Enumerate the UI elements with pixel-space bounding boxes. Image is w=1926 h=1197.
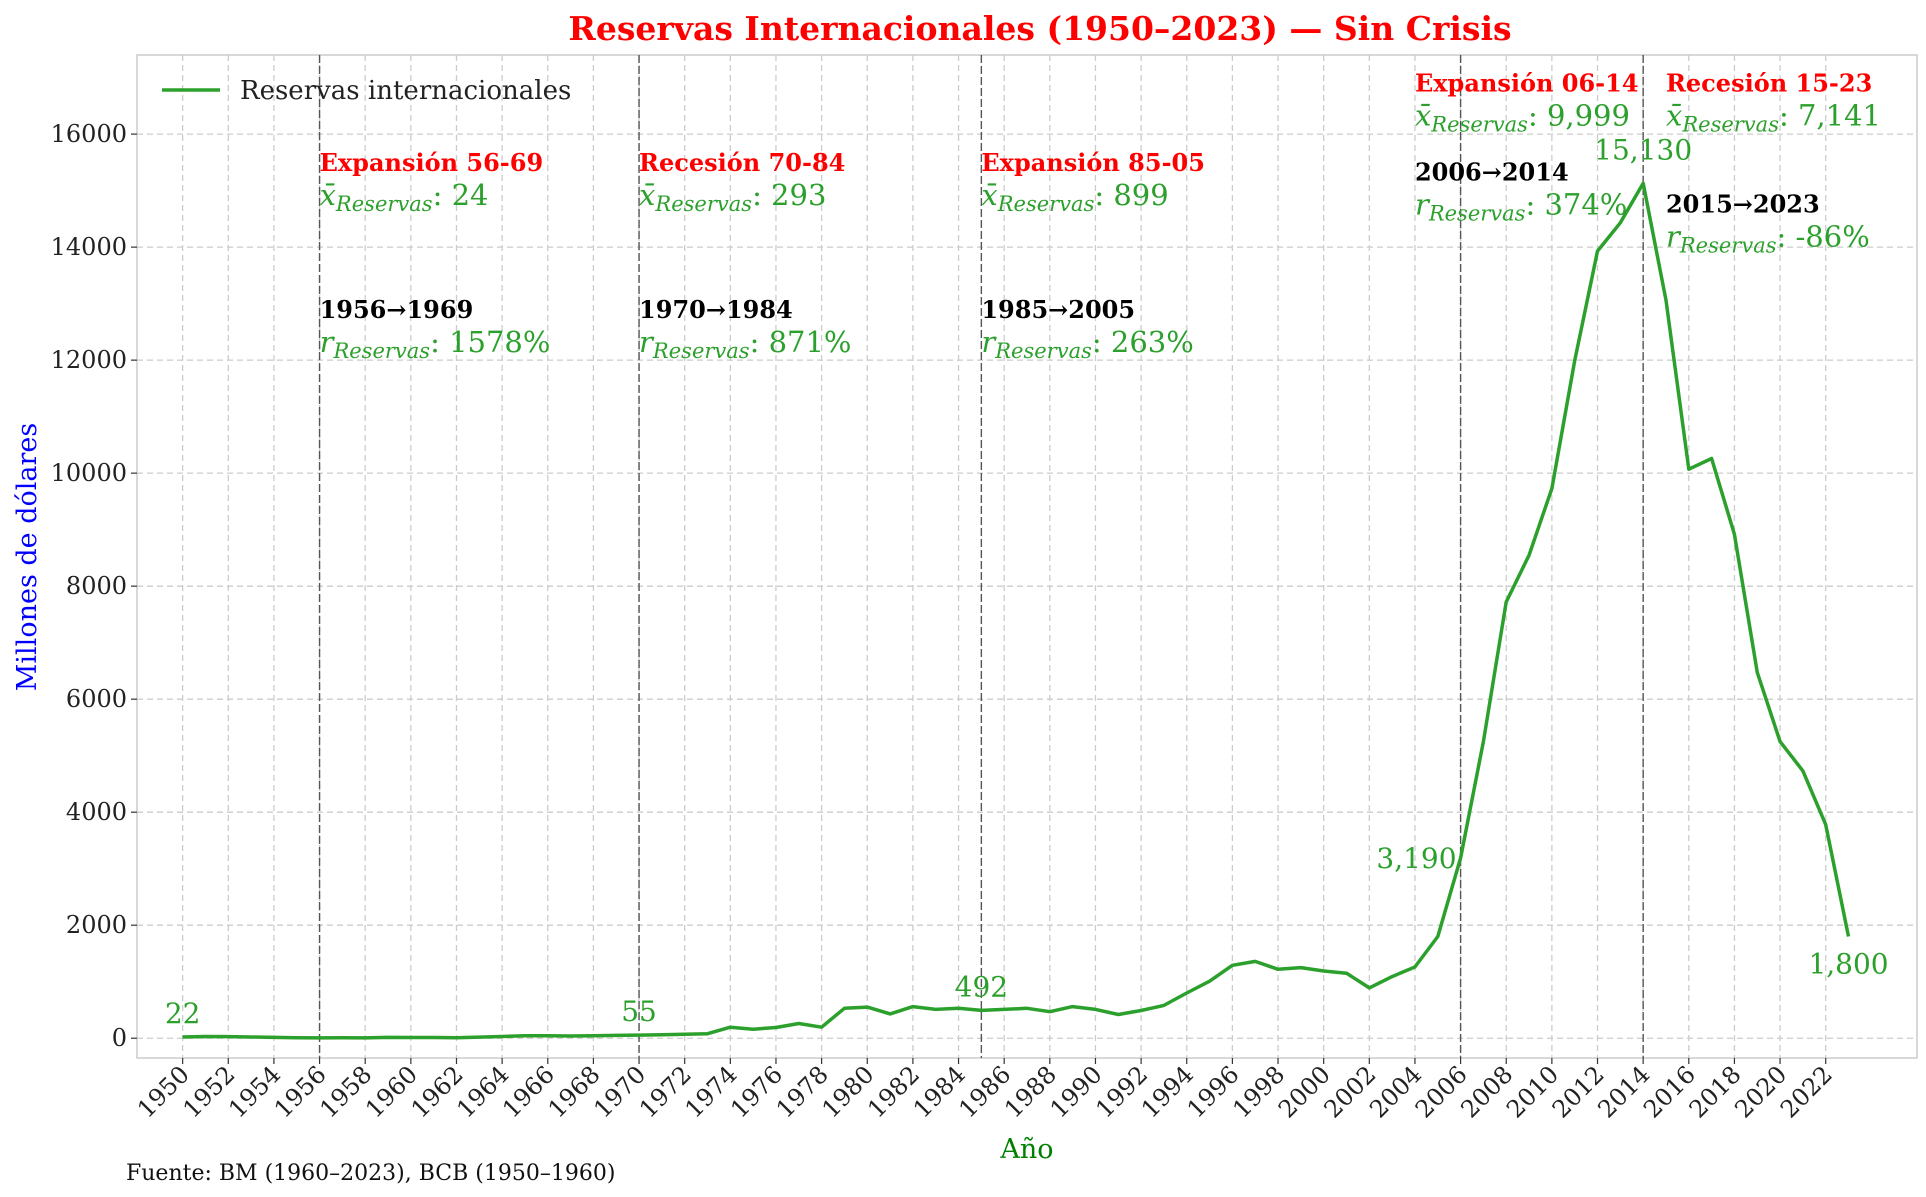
x-tick-label: 1986	[953, 1060, 1016, 1123]
x-tick-label: 1952	[178, 1060, 241, 1123]
period-name: Expansión 85-05	[981, 148, 1205, 177]
x-tick-label: 2006	[1410, 1060, 1473, 1123]
x-tick-label: 1990	[1045, 1060, 1108, 1123]
x-tick-label: 2022	[1775, 1060, 1838, 1123]
point-label: 15,130	[1594, 133, 1692, 166]
period-name: Recesión 70-84	[639, 148, 845, 177]
y-tick-label: 0	[112, 1024, 127, 1052]
point-labels: 22 55 492 3,190 15,130 1,800	[165, 133, 1889, 1030]
x-tick-label: 2020	[1729, 1060, 1792, 1123]
x-tick-label: 1996	[1182, 1060, 1245, 1123]
y-tick-label: 16000	[51, 120, 127, 148]
x-tick-label: 1976	[725, 1060, 788, 1123]
x-tick-label: 1968	[543, 1060, 606, 1123]
period-growth: rReservas: 263%	[981, 325, 1193, 363]
series-line	[182, 181, 1851, 1040]
period-range: 2006→2014	[1415, 157, 1569, 186]
period-mean: x̄Reservas: 9,999	[1415, 99, 1630, 137]
x-tick-label: 1954	[223, 1060, 286, 1123]
period-annotations: Expansión 56-69x̄Reservas: 241956→1969rR…	[320, 69, 1881, 363]
y-tick-label: 4000	[66, 798, 127, 826]
x-tick-label: 2002	[1319, 1060, 1382, 1123]
period-growth: rReservas: 871%	[639, 325, 851, 363]
period-range: 1985→2005	[981, 295, 1135, 324]
point-label: 1,800	[1808, 948, 1888, 981]
period-mean: x̄Reservas: 7,141	[1666, 99, 1881, 137]
x-tick-label: 1994	[1136, 1060, 1199, 1123]
y-tick-label: 10000	[51, 459, 127, 487]
period-mean: x̄Reservas: 24	[320, 178, 489, 216]
period-range: 2015→2023	[1666, 190, 1820, 219]
x-axis-label: Año	[999, 1134, 1053, 1165]
period-range: 1970→1984	[639, 295, 793, 324]
x-tick-label: 2012	[1547, 1060, 1610, 1123]
y-tick-label: 12000	[51, 346, 127, 374]
x-tick-label: 2004	[1364, 1060, 1427, 1123]
x-tick-label: 2016	[1638, 1060, 1701, 1123]
x-axis-ticks: 1950195219541956195819601962196419661968…	[132, 1058, 1838, 1123]
x-tick-label: 2000	[1273, 1060, 1336, 1123]
y-tick-label: 6000	[66, 685, 127, 713]
y-axis-label: Millones de dólares	[12, 423, 43, 691]
x-tick-label: 1992	[1090, 1060, 1153, 1123]
period-annotation: Recesión 70-84x̄Reservas: 293 1970→1984rR…	[639, 148, 851, 363]
x-tick-label: 1950	[132, 1060, 195, 1123]
period-annotation: Expansión 56-69x̄Reservas: 24 1956→1969rR…	[320, 148, 551, 363]
legend-label: Reservas internacionales	[240, 76, 571, 106]
x-tick-label: 1960	[360, 1060, 423, 1123]
y-tick-label: 8000	[66, 572, 127, 600]
period-range: 1956→1969	[320, 295, 474, 324]
period-name: Recesión 15-23	[1666, 69, 1872, 98]
x-tick-label: 1970	[588, 1060, 651, 1123]
source-note: Fuente: BM (1960–2023), BCB (1950–1960)	[126, 1161, 615, 1186]
y-tick-label: 14000	[51, 233, 127, 261]
x-tick-label: 1962	[406, 1060, 469, 1123]
x-tick-label: 2010	[1501, 1060, 1564, 1123]
x-tick-label: 1974	[680, 1060, 743, 1123]
x-tick-label: 1984	[908, 1060, 971, 1123]
x-tick-label: 2014	[1592, 1060, 1655, 1123]
series-layer	[182, 181, 1851, 1040]
point-label: 55	[621, 995, 657, 1028]
x-tick-label: 2018	[1684, 1060, 1747, 1123]
point-label: 492	[955, 970, 1008, 1003]
period-name: Expansión 56-69	[320, 148, 544, 177]
x-tick-label: 2008	[1455, 1060, 1518, 1123]
x-tick-label: 1980	[817, 1060, 880, 1123]
legend: Reservas internacionales	[162, 76, 571, 106]
period-growth: rReservas: 1578%	[320, 325, 551, 363]
x-tick-label: 1956	[269, 1060, 332, 1123]
x-tick-label: 1988	[999, 1060, 1062, 1123]
x-tick-label: 1998	[1227, 1060, 1290, 1123]
period-growth: rReservas: -86%	[1666, 220, 1870, 258]
period-growth: rReservas: 374%	[1415, 187, 1627, 225]
chart-title: Reservas Internacionales (1950–2023) — S…	[568, 9, 1511, 48]
x-tick-label: 1966	[497, 1060, 560, 1123]
period-name: Expansión 06-14	[1415, 69, 1639, 98]
x-tick-label: 1972	[634, 1060, 697, 1123]
period-mean: x̄Reservas: 899	[981, 178, 1168, 216]
point-label: 3,190	[1376, 842, 1456, 875]
period-mean: x̄Reservas: 293	[639, 178, 826, 216]
x-tick-label: 1964	[451, 1060, 514, 1123]
y-axis-ticks: 0 2000 4000 6000 8000 10000 12000 14000 16000	[51, 120, 137, 1052]
x-tick-label: 1978	[771, 1060, 834, 1123]
y-tick-label: 2000	[66, 911, 127, 939]
period-divider-lines	[318, 55, 1644, 1058]
period-annotation: Expansión 85-05x̄Reservas: 899 1985→2005r…	[981, 148, 1205, 363]
x-tick-label: 1958	[314, 1060, 377, 1123]
period-annotation: Recesión 15-23x̄Reservas: 7,141 2015→2023…	[1666, 69, 1881, 258]
x-tick-label: 1982	[862, 1060, 925, 1123]
point-label: 22	[165, 997, 201, 1030]
period-annotation: Expansión 06-14x̄Reservas: 9,999 2006→201…	[1415, 69, 1639, 226]
